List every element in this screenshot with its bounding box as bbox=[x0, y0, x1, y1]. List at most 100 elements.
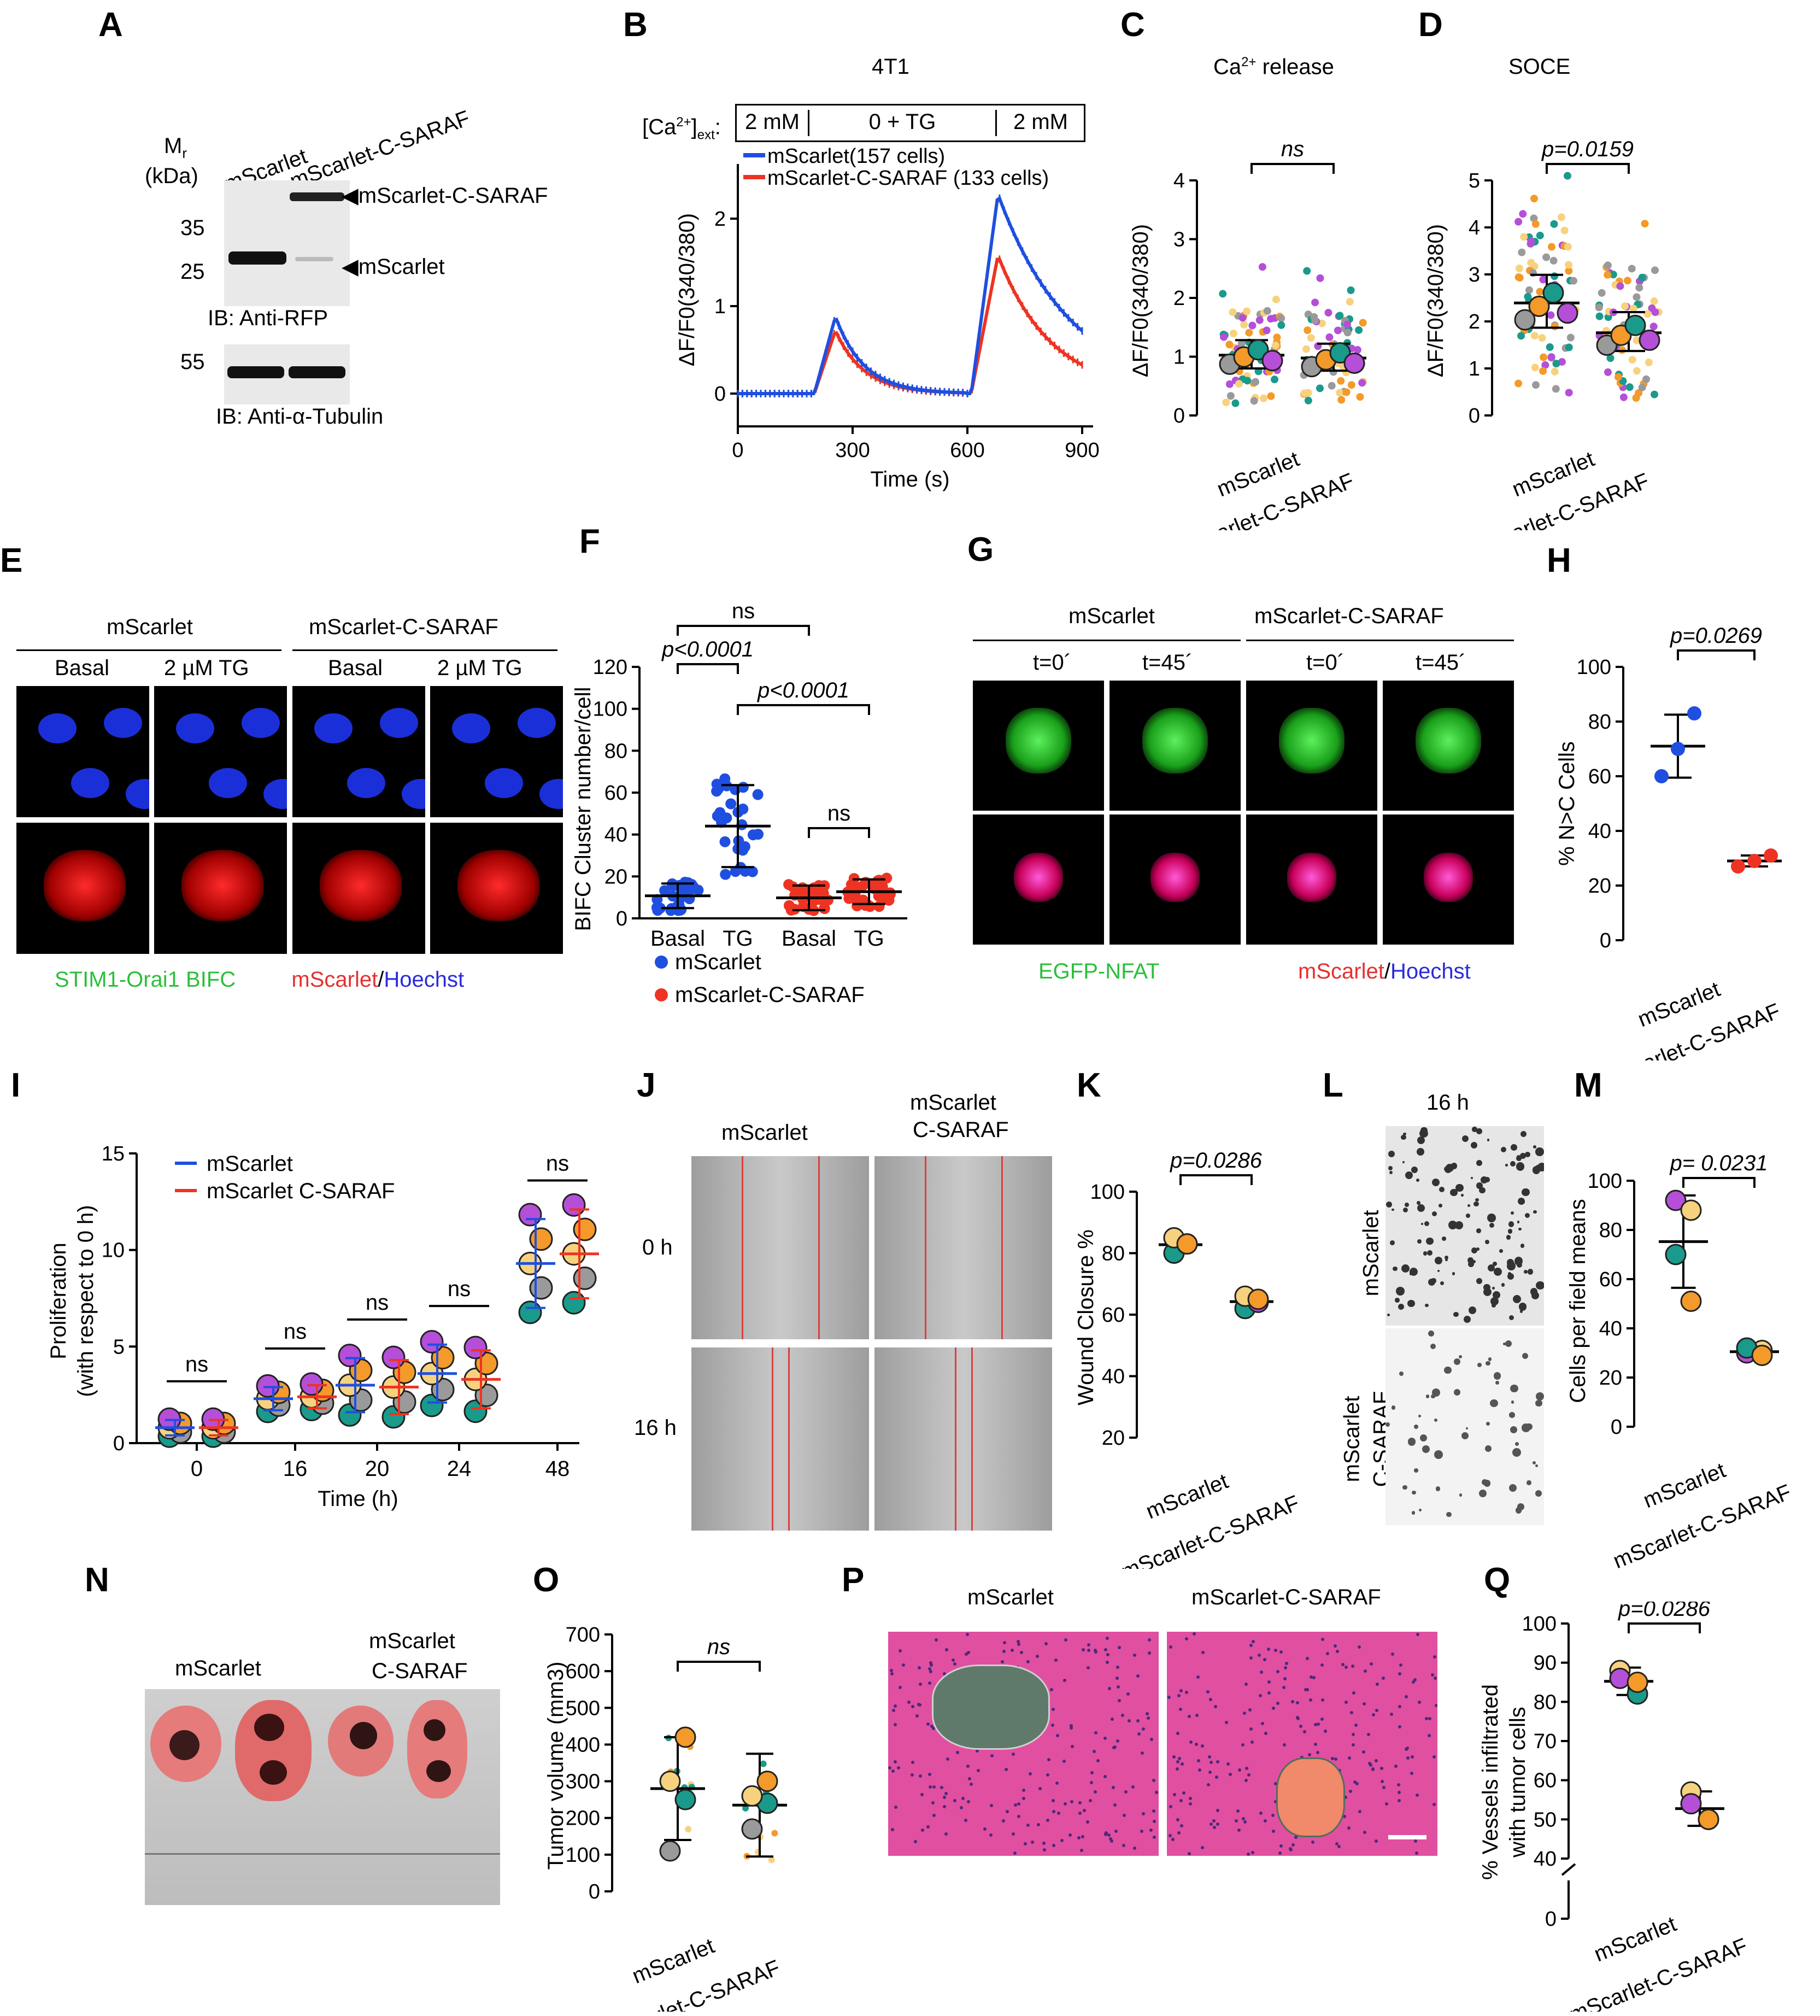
p-infiltrated-vessel bbox=[932, 1665, 1050, 1750]
d-cell-point bbox=[1651, 390, 1659, 398]
p-nucleus bbox=[1285, 1662, 1289, 1666]
p-nucleus bbox=[1296, 1701, 1300, 1704]
c-replicate-mean bbox=[1343, 352, 1365, 374]
p-nucleus bbox=[1344, 1701, 1348, 1704]
c-cell-point bbox=[1219, 290, 1227, 298]
e-cond-3: Basal bbox=[328, 656, 383, 680]
c-cell-point bbox=[1336, 389, 1344, 397]
d-cell-point bbox=[1623, 277, 1631, 285]
p-nucleus bbox=[1431, 1673, 1435, 1677]
p-nucleus bbox=[1136, 1674, 1140, 1678]
i-replicate-point bbox=[338, 1344, 362, 1368]
p-nucleus bbox=[1087, 1666, 1090, 1670]
c-cell-point bbox=[1252, 378, 1260, 386]
ib-tubulin-label: IB: Anti-α-Tubulin bbox=[216, 405, 384, 429]
c-cell-point bbox=[1337, 396, 1346, 404]
c-cell-point bbox=[1277, 314, 1285, 323]
i-xtick-label: 24 bbox=[447, 1457, 472, 1481]
p-nucleus bbox=[1021, 1788, 1025, 1792]
l-cell-dot bbox=[1537, 1162, 1544, 1171]
p-nucleus bbox=[952, 1658, 955, 1662]
c-tick-label: 4 bbox=[1173, 169, 1185, 192]
p-nucleus bbox=[1071, 1744, 1075, 1748]
p-nucleus bbox=[970, 1783, 973, 1786]
p-nucleus bbox=[1070, 1726, 1073, 1730]
p-nucleus bbox=[1363, 1702, 1366, 1706]
n-label2a: mScarlet bbox=[369, 1629, 455, 1653]
p-nucleus bbox=[918, 1774, 922, 1778]
l-cell-dot bbox=[1520, 1131, 1527, 1138]
p-nucleus bbox=[1152, 1779, 1156, 1782]
d-cell-point bbox=[1621, 302, 1629, 310]
o-tick-label: 100 bbox=[566, 1844, 600, 1867]
l-cell-dot bbox=[1488, 1357, 1492, 1362]
k-tick-label: 40 bbox=[1102, 1366, 1125, 1388]
b-series-mscarlet bbox=[738, 196, 1083, 395]
p-nucleus bbox=[1201, 1650, 1205, 1654]
h-point bbox=[1764, 848, 1778, 863]
p-nucleus bbox=[1002, 1649, 1006, 1653]
e-micrograph bbox=[430, 823, 563, 954]
p-nucleus bbox=[1179, 1798, 1183, 1802]
mr-label: Mr bbox=[164, 134, 187, 161]
p-nucleus bbox=[1092, 1750, 1096, 1754]
l-cell-dot bbox=[1485, 1445, 1492, 1452]
l-cell-dot bbox=[1407, 1438, 1416, 1446]
d-cell-point bbox=[1538, 334, 1546, 342]
p-nucleus bbox=[894, 1704, 897, 1708]
p-nucleus bbox=[1024, 1842, 1028, 1845]
p-nucleus bbox=[1201, 1845, 1205, 1849]
p-nucleus bbox=[1208, 1697, 1212, 1701]
p-nucleus bbox=[1351, 1664, 1354, 1668]
p-nucleus bbox=[1398, 1725, 1401, 1728]
h-point bbox=[1687, 706, 1701, 720]
c-cell-point bbox=[1260, 394, 1268, 402]
l-cell-dot bbox=[1536, 1281, 1544, 1290]
p-nucleus bbox=[1137, 1732, 1141, 1736]
d-cell-point bbox=[1633, 336, 1641, 344]
panel-label-i: I bbox=[11, 1066, 21, 1104]
p-nucleus bbox=[1278, 1851, 1282, 1855]
i-xtick-label: 0 bbox=[191, 1457, 203, 1481]
p-nucleus bbox=[1241, 1743, 1245, 1747]
p-nucleus bbox=[1249, 1727, 1253, 1731]
p-nucleus bbox=[1056, 1812, 1060, 1815]
p-nucleus bbox=[911, 1760, 915, 1764]
f-ylabel: BIFC Cluster number/cell bbox=[571, 687, 595, 931]
c-cell-point bbox=[1311, 298, 1319, 307]
l-cell-dot bbox=[1450, 1188, 1458, 1197]
c-cell-point bbox=[1316, 384, 1324, 392]
l-cell-dot bbox=[1527, 1480, 1531, 1485]
l-cell-dot bbox=[1533, 1145, 1536, 1148]
p-nucleus bbox=[1179, 1689, 1183, 1693]
c-cell-point bbox=[1311, 317, 1319, 325]
l-cell-dot bbox=[1401, 1264, 1410, 1273]
l-cell-dot bbox=[1455, 1183, 1464, 1192]
p-nucleus bbox=[1434, 1703, 1437, 1707]
c-cell-point bbox=[1222, 398, 1230, 407]
q-point bbox=[1627, 1672, 1648, 1693]
p-nucleus bbox=[1090, 1780, 1094, 1784]
c-cell-point bbox=[1347, 381, 1355, 389]
p-nucleus bbox=[1140, 1830, 1144, 1833]
h-chart: % N>C Cells020406080100p=0.0269mScarletm… bbox=[1555, 624, 1783, 1060]
l-cell-dot bbox=[1478, 1489, 1487, 1497]
l-cell-dot bbox=[1509, 1412, 1515, 1418]
p-nucleus bbox=[926, 1825, 930, 1829]
l-cell-dot bbox=[1519, 1153, 1526, 1159]
p-nucleus bbox=[1078, 1801, 1082, 1804]
p-nucleus bbox=[1291, 1843, 1295, 1847]
d-cell-point bbox=[1530, 214, 1538, 222]
c-cell-point bbox=[1245, 329, 1253, 337]
m-tick-label: 0 bbox=[1611, 1416, 1622, 1439]
blot-tubulin bbox=[224, 344, 350, 405]
d-cell-point bbox=[1551, 367, 1559, 376]
l-cell-dot bbox=[1432, 1388, 1441, 1397]
h-tick-label: 80 bbox=[1588, 711, 1611, 734]
f-legend-marker bbox=[655, 988, 668, 1001]
d-cell-point bbox=[1531, 364, 1539, 372]
p-infiltrated-vessel bbox=[1276, 1757, 1345, 1837]
h-tick-label: 20 bbox=[1588, 875, 1611, 898]
p-nucleus bbox=[1391, 1652, 1395, 1656]
e-caption: STIM1-Orai1 BIFC mScarlet/Hoechst bbox=[55, 968, 464, 992]
